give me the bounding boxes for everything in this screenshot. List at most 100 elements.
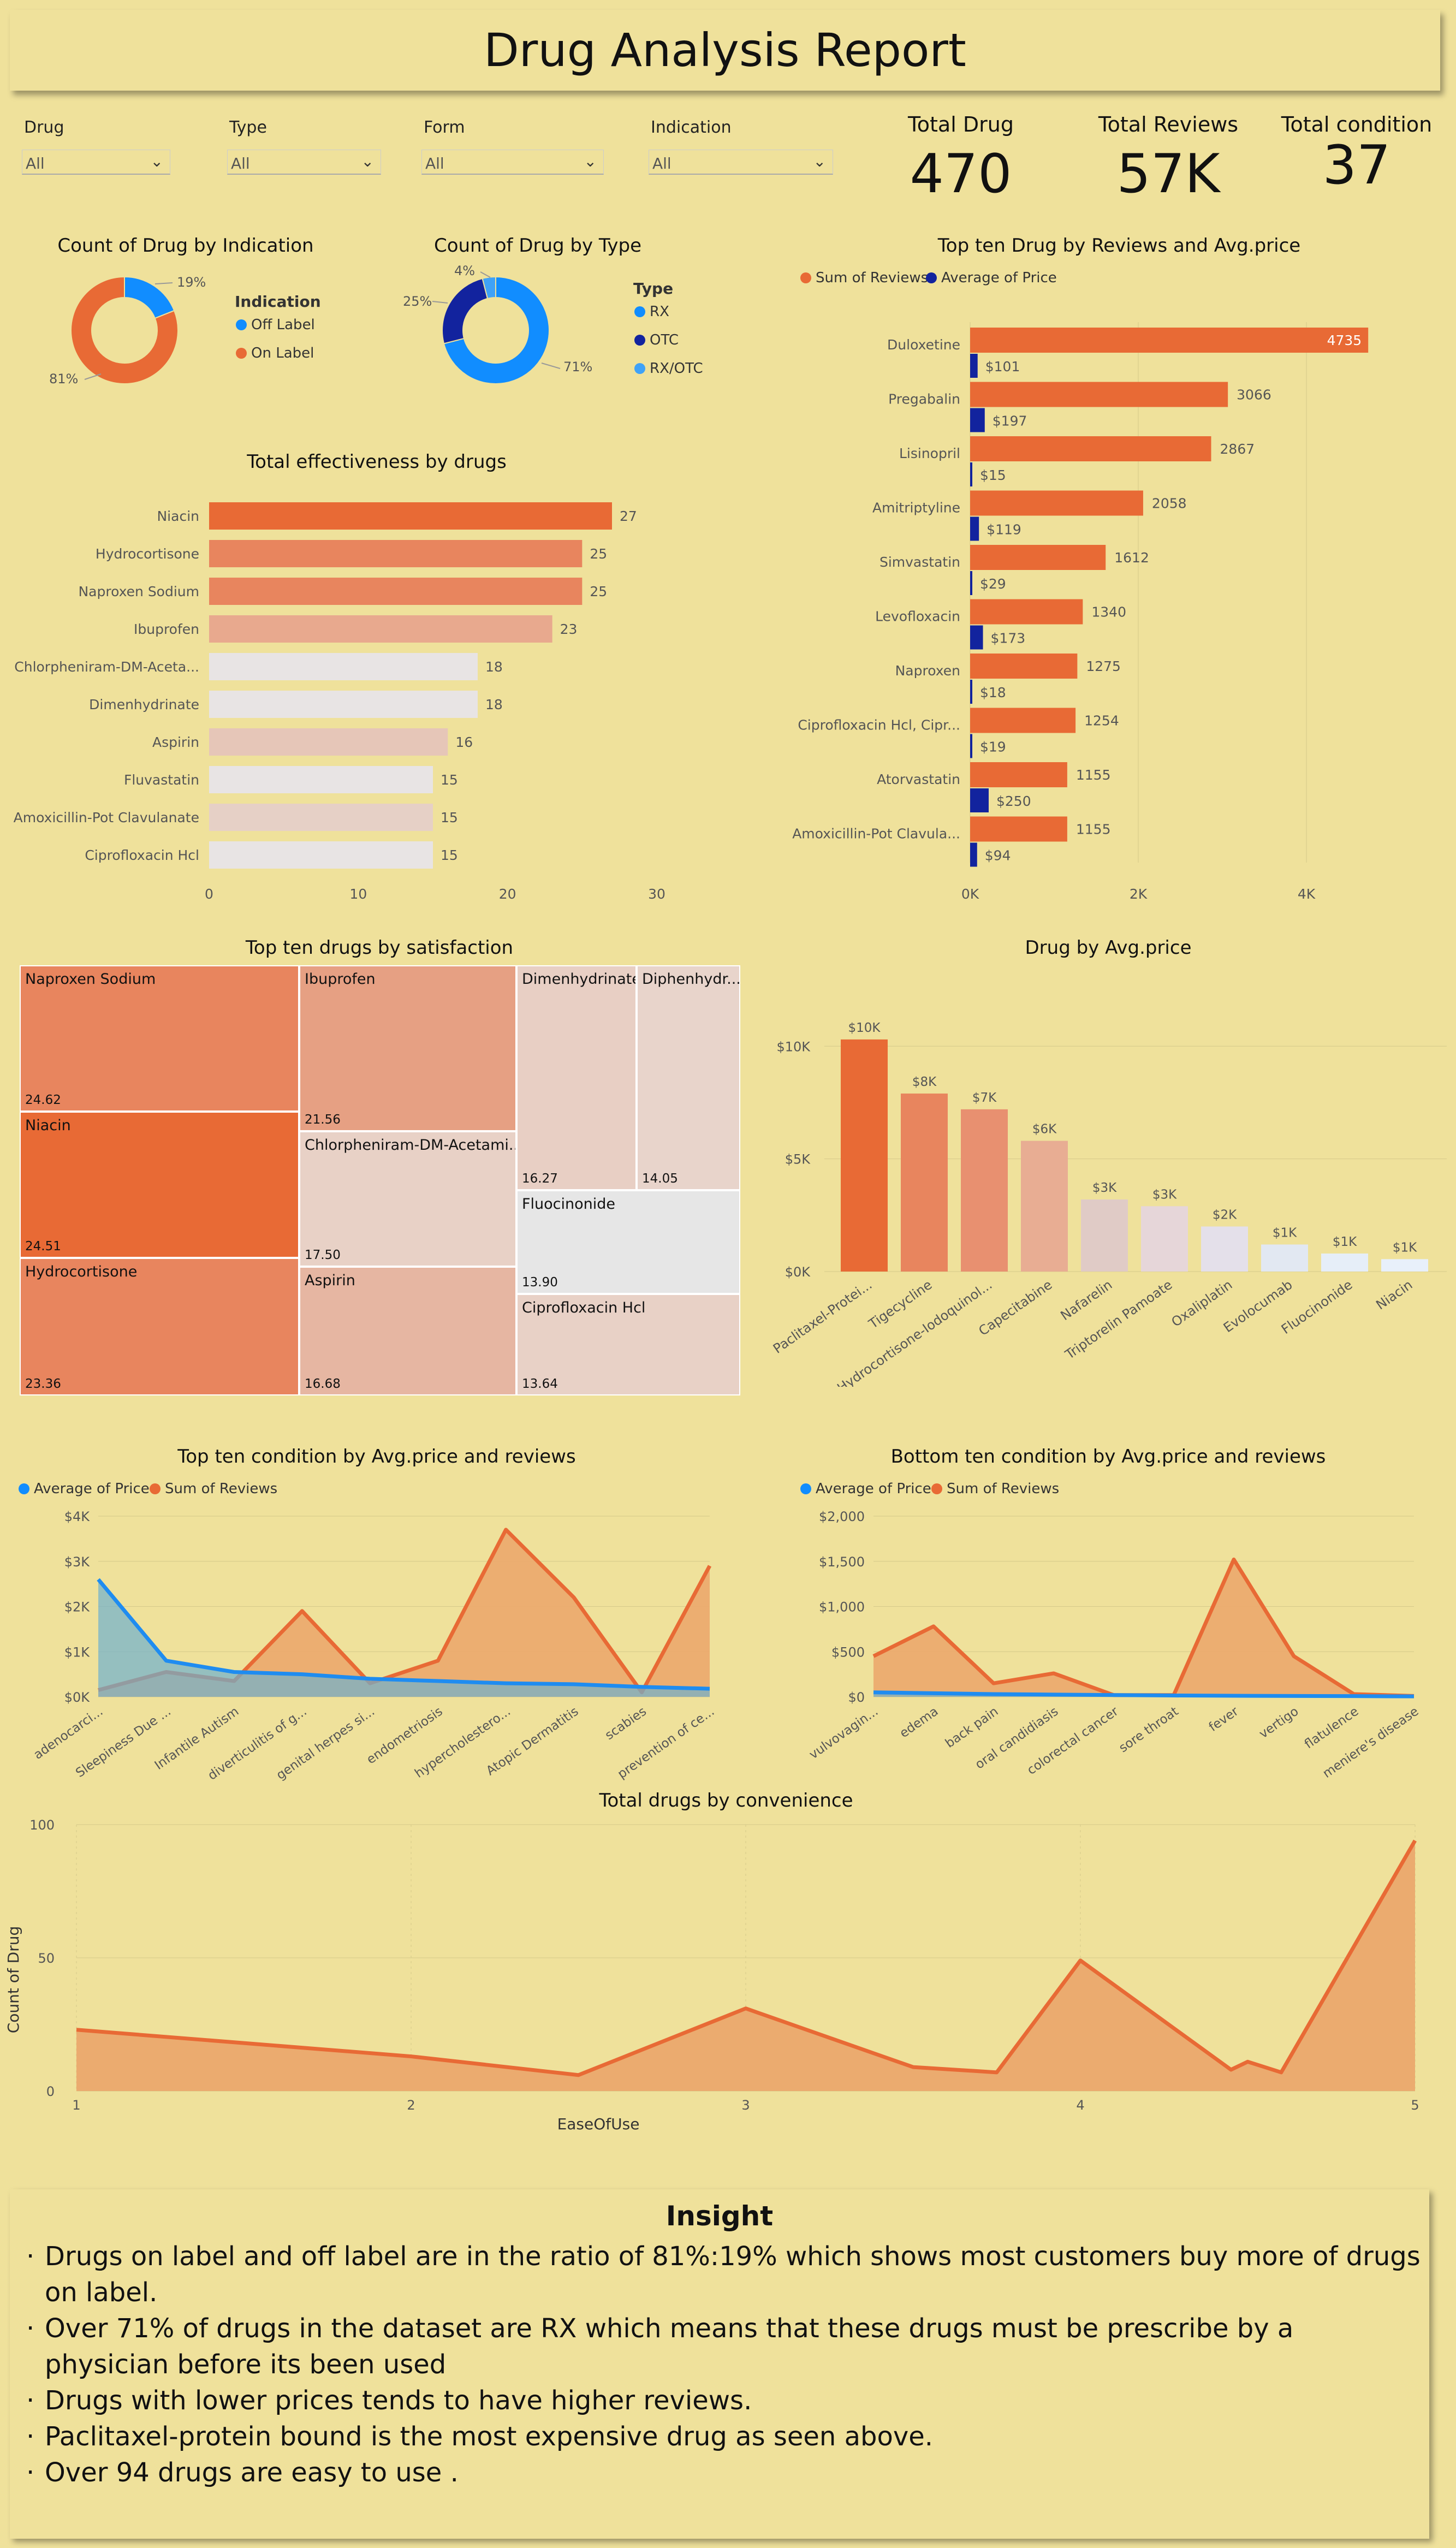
treemap-cell[interactable]: Diphenhydr... 14.05 [637,965,740,1190]
column [1381,1259,1428,1272]
category-label: Ciprofloxacin Hcl [85,847,199,863]
treemap-cell-value: 13.64 [522,1377,558,1391]
x-tick-label: 0 [205,886,213,902]
legend-item-rx[interactable]: RX [634,304,669,320]
slicer-drug-dropdown[interactable]: All ⌄ [22,150,170,175]
bar-price [970,734,972,758]
bar-reviews [970,490,1143,516]
treemap-cell[interactable]: Hydrocortisone 23.36 [20,1258,299,1395]
slicer-form-value: All [425,155,444,173]
legend-dot-icon [634,363,645,374]
data-label: $197 [993,413,1027,429]
insight-text: Over 94 drugs are easy to use . [45,2457,459,2488]
data-label: 18 [485,659,503,675]
treemap-cell[interactable]: Ciprofloxacin Hcl 13.64 [516,1294,740,1395]
treemap-cell[interactable]: Chlorpheniram-DM-Acetami... 17.50 [299,1131,516,1267]
data-label: 15 [441,772,458,788]
treemap-cell-label: Naproxen Sodium [25,971,156,988]
x-tick-label: 2K [1130,886,1148,902]
legend-dot-icon [150,1483,161,1494]
legend-dot-icon [800,272,811,283]
area-fill [98,1579,710,1697]
data-label: 25 [590,546,607,562]
data-label: $119 [986,522,1021,538]
data-label: $1K [1273,1226,1297,1240]
legend-item-on-label[interactable]: On Label [236,345,314,361]
treemap-cell-label: Dimenhydrinate [522,971,637,988]
indication-chart-title: Count of Drug by Indication [57,235,314,257]
treemap-cell[interactable]: Naproxen Sodium 24.62 [20,965,299,1112]
legend-item-sum-of-reviews[interactable]: Sum of Reviews [800,270,928,286]
avg-price-chart-title: Drug by Avg.price [1025,937,1192,959]
data-label: $29 [980,576,1006,592]
slice-label-otc: 25% [403,294,432,309]
chevron-down-icon: ⌄ [584,152,597,170]
x-tick-label: 3 [741,2098,750,2113]
donut-slice-rx [443,276,550,384]
series-line [76,1839,1417,2077]
treemap-cell-value: 16.68 [305,1377,341,1391]
slicer-type-dropdown[interactable]: All ⌄ [227,150,381,175]
area-fill [76,1840,1415,2091]
bar-reviews [970,436,1211,461]
insight-item: · Paclitaxel-protein bound is the most ex… [26,2419,1424,2455]
slicer-drug-value: All [26,155,45,173]
category-label: fever [1207,1704,1241,1735]
treemap-cell[interactable]: Niacin 24.51 [20,1112,299,1258]
insight-item: · Over 94 drugs are easy to use . [26,2455,1424,2491]
y-axis-title: Count of Drug [4,1926,22,2034]
legend-item-average-of-price[interactable]: Average of Price [19,1481,150,1497]
category-label: back pain [943,1704,1001,1751]
y-tick-label: $5K [785,1152,811,1167]
slice-label-rx-otc: 4% [454,263,475,278]
data-label: 1275 [1086,658,1121,674]
legend-item-sum-of-reviews[interactable]: Sum of Reviews [931,1481,1059,1497]
legend-item-otc[interactable]: OTC [634,332,679,348]
x-tick-label: 30 [648,886,665,902]
legend-item-average-of-price[interactable]: Average of Price [800,1481,931,1497]
treemap-cell[interactable]: Aspirin 16.68 [299,1267,516,1395]
kpi-total-reviews-label: Total Reviews [1098,112,1239,136]
treemap-cell[interactable]: Fluocinonide 13.90 [516,1190,740,1294]
data-label: 3066 [1237,387,1271,403]
category-label: Fluvastatin [124,772,199,788]
category-label: Lisinopril [899,446,960,461]
bar-price [970,680,972,704]
legend-dot-icon [931,1483,942,1494]
category-label: Chlorpheniram-DM-Aceta... [14,659,199,675]
legend-item-average-of-price[interactable]: Average of Price [926,270,1057,286]
slicer-indication-dropdown[interactable]: All ⌄ [649,150,833,175]
column [1021,1141,1068,1272]
bar-price [970,408,985,432]
insight-panel: Insight · Drugs on label and off label ar… [10,2189,1429,2539]
legend-label: Sum of Reviews [816,270,929,286]
category-label: Duloxetine [887,337,960,353]
x-tick-label: 4K [1298,886,1316,902]
treemap-cell-label: Diphenhydr... [642,971,740,988]
data-label: $101 [985,359,1020,375]
treemap-cell[interactable]: Ibuprofen 21.56 [299,965,516,1131]
legend-label: On Label [251,345,314,361]
bar-price [970,516,979,541]
slicer-type-label: Type [229,118,267,137]
treemap-cell[interactable]: Dimenhydrinate 16.27 [516,965,637,1190]
legend-item-sum-of-reviews[interactable]: Sum of Reviews [150,1481,277,1497]
data-label: 15 [441,810,458,825]
slicer-form-label: Form [424,118,465,137]
data-label: $18 [980,685,1006,700]
data-label: 1340 [1091,604,1126,620]
slicer-form-dropdown[interactable]: All ⌄ [421,150,604,175]
category-label: Amitriptyline [872,500,960,516]
insight-text: Drugs on label and off label are in the … [45,2241,1421,2308]
y-tick-label: $10K [776,1039,811,1054]
data-label: 25 [590,584,607,599]
category-label: meniere's disease [1320,1704,1421,1781]
category-label: Ibuprofen [134,621,199,637]
legend-item-rx-otc[interactable]: RX/OTC [634,360,703,377]
bar-reviews [970,328,1369,353]
kpi-total-drug-label: Total Drug [908,112,1014,136]
y-tick-label: $2,000 [819,1509,865,1524]
report-title-bar: Drug Analysis Report [10,10,1440,91]
legend-item-off-label[interactable]: Off Label [236,317,315,333]
data-label: $173 [991,631,1026,646]
